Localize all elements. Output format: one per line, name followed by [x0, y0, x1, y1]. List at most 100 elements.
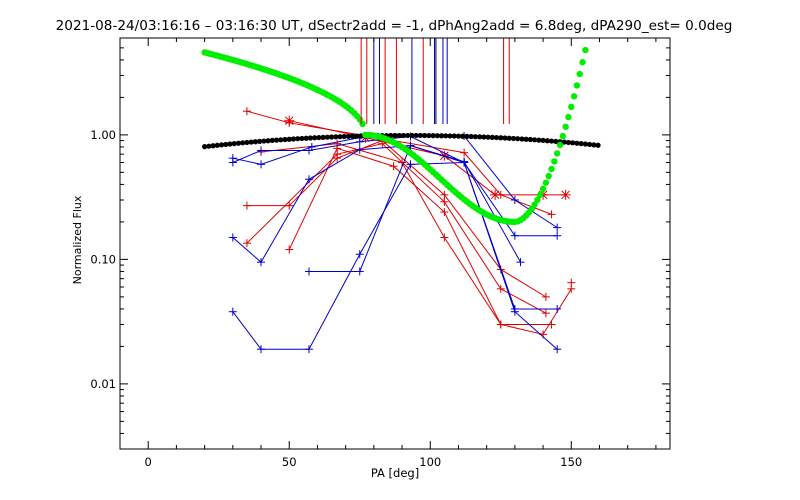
- blue-series-8-point-6: [510, 231, 519, 240]
- curve-dot: [579, 59, 586, 66]
- curve-dot: [307, 135, 313, 141]
- red-series-4-point-2: [389, 162, 398, 171]
- curve-dot: [489, 134, 495, 140]
- blue-series-7-point-7: [553, 223, 562, 232]
- curve-dot: [451, 133, 457, 139]
- blue-series-11-point-6: [510, 307, 519, 316]
- curve-dot: [591, 142, 597, 148]
- curve-dot: [214, 142, 220, 148]
- star-d2: [284, 116, 294, 126]
- blue-series-11-point-2: [304, 345, 313, 354]
- plot-frame: [119, 37, 671, 450]
- curve-dot: [553, 150, 561, 157]
- series-layer: [201, 46, 601, 354]
- curve-dot: [324, 134, 330, 140]
- blue-series-8-point-0: [228, 158, 237, 167]
- curve-dot: [392, 132, 398, 139]
- curve-dot: [574, 140, 580, 146]
- curve-dot: [396, 132, 402, 139]
- curve-dot: [506, 135, 512, 141]
- curve-dot: [316, 134, 322, 141]
- blue-series-11-point-1: [257, 345, 266, 354]
- curve-dot: [400, 132, 407, 139]
- curve-dot: [570, 93, 578, 100]
- blue-series-10-point-1: [355, 267, 364, 276]
- curve-dot: [320, 134, 326, 140]
- curve-dot: [269, 137, 275, 144]
- curve-dot: [257, 138, 263, 144]
- y-tick-label: 0.10: [90, 252, 116, 266]
- curve-dot: [210, 143, 216, 149]
- curve-dot: [565, 113, 572, 121]
- curve-dot: [534, 196, 541, 204]
- curve-dot: [286, 136, 292, 142]
- curve-dot: [531, 201, 538, 208]
- curve-dot: [265, 138, 271, 144]
- x-tick-label: 150: [560, 455, 582, 469]
- curve-dot: [252, 139, 258, 145]
- y-tick-label: 1.00: [90, 128, 116, 142]
- blue-series-9-line: [232, 145, 521, 263]
- red-series-2-point-4: [440, 190, 449, 199]
- red-series-4-point-3: [440, 208, 449, 217]
- curve-dot: [568, 103, 575, 111]
- curve-dot: [545, 172, 552, 180]
- red-series-1-point-0: [284, 115, 295, 126]
- red-series-5-point-3: [440, 233, 449, 242]
- blue-series-10-point-2: [406, 141, 415, 150]
- curve-dot: [562, 123, 569, 130]
- curve-dot: [553, 138, 559, 144]
- red-series-4-line: [288, 147, 552, 325]
- curve-dot: [523, 136, 529, 142]
- curve-dot: [278, 137, 284, 143]
- blue-series-10-point-5: [553, 304, 562, 313]
- blue-series-7-point-6: [510, 195, 519, 204]
- blue-series-11-point-0: [228, 307, 237, 316]
- red-series-0-point-0: [242, 107, 251, 116]
- blue-series-11-point-5: [460, 158, 469, 167]
- green-dotted-curve: [201, 46, 589, 226]
- red-series-2-point-1: [285, 201, 294, 210]
- red-series-1-point-3: [490, 189, 501, 200]
- curve-dot: [350, 133, 356, 139]
- red-series-4-point-0: [285, 245, 294, 254]
- curve-dot: [303, 135, 309, 141]
- marker-layer: [360, 38, 510, 124]
- curve-dot: [273, 137, 280, 143]
- curve-dot: [595, 142, 601, 148]
- curve-dot: [345, 133, 352, 139]
- curve-dot: [261, 138, 267, 144]
- x-tick-label: 0: [145, 455, 152, 469]
- red-series-5-line: [260, 143, 572, 335]
- curve-dot: [548, 138, 555, 144]
- curve-dot: [477, 134, 483, 140]
- blue-series-8-point-2: [304, 146, 313, 155]
- curve-dot: [417, 132, 423, 139]
- curve-dot: [443, 133, 449, 139]
- curve-dot: [532, 137, 538, 143]
- curve-dot: [455, 133, 462, 139]
- curve-dot: [582, 46, 589, 54]
- curve-dot: [464, 133, 470, 139]
- curve-dot: [536, 137, 542, 143]
- curve-dot: [413, 132, 419, 139]
- curve-dot: [540, 137, 546, 144]
- curve-dot: [502, 135, 508, 141]
- curve-dot: [544, 138, 550, 144]
- black-dotted-curve: [202, 132, 601, 150]
- blue-series-8-point-1: [257, 146, 266, 155]
- curve-dot: [559, 132, 567, 140]
- y-axis-label: Normalized Flux: [71, 195, 84, 284]
- blue-series-10-point-0: [304, 267, 313, 276]
- curve-dot: [359, 120, 366, 128]
- curve-dot: [337, 134, 343, 140]
- y-tick-label: 0.01: [90, 377, 116, 391]
- curve-dot: [223, 141, 229, 148]
- red-series-2-point-0: [242, 201, 251, 210]
- blue-series-11-point-3: [355, 250, 364, 259]
- curve-dot: [422, 132, 428, 139]
- blue-series-10-line: [308, 144, 558, 310]
- curve-dot: [551, 158, 558, 165]
